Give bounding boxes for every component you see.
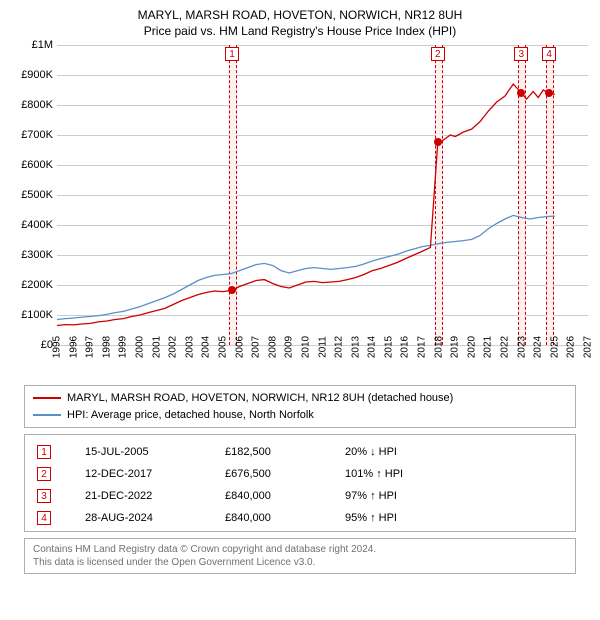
sale-date: 12-DEC-2017 — [61, 468, 215, 480]
legend-label-property: MARYL, MARSH ROAD, HOVETON, NORWICH, NR1… — [67, 390, 453, 407]
attribution: Contains HM Land Registry data © Crown c… — [24, 538, 576, 574]
sale-pct: 95% ↑ HPI — [345, 512, 455, 524]
sale-pct: 97% ↑ HPI — [345, 490, 455, 502]
sale-row: 1 15-JUL-2005 £182,500 20% ↓ HPI — [33, 441, 567, 463]
plot-area: 1 2 34 — [57, 45, 588, 345]
y-tick-label: £1M — [32, 39, 53, 51]
y-tick-label: £800K — [21, 99, 53, 111]
sales-table: 1 15-JUL-2005 £182,500 20% ↓ HPI 2 12-DEC-201… — [24, 434, 576, 532]
sale-row: 2 12-DEC-2017 £676,500 101% ↑ HPI — [33, 463, 567, 485]
y-tick-label: £700K — [21, 129, 53, 141]
sale-row: 4 28-AUG-2024 £840,000 95% ↑ HPI — [33, 507, 567, 529]
attribution-line2: This data is licensed under the Open Gov… — [33, 556, 567, 569]
chart-svg — [57, 45, 588, 345]
sale-price: £182,500 — [225, 446, 335, 458]
y-tick-label: £200K — [21, 279, 53, 291]
y-tick-label: £400K — [21, 219, 53, 231]
attribution-line1: Contains HM Land Registry data © Crown c… — [33, 543, 567, 556]
legend-label-hpi: HPI: Average price, detached house, Nort… — [67, 407, 314, 424]
sale-price: £840,000 — [225, 490, 335, 502]
marker-number: 3 — [514, 47, 528, 61]
sale-price: £840,000 — [225, 512, 335, 524]
sale-marker: 2 — [37, 467, 51, 481]
sale-row: 3 21-DEC-2022 £840,000 97% ↑ HPI — [33, 485, 567, 507]
sale-point — [228, 286, 236, 294]
sale-marker: 4 — [37, 511, 51, 525]
y-tick-label: £300K — [21, 249, 53, 261]
y-tick-label: £600K — [21, 159, 53, 171]
legend-row-hpi: HPI: Average price, detached house, Nort… — [33, 407, 567, 424]
marker-number: 2 — [431, 47, 445, 61]
y-tick-label: £100K — [21, 309, 53, 321]
y-axis: £0£100K£200K£300K£400K£500K£600K£700K£80… — [12, 45, 57, 375]
sale-marker: 3 — [37, 489, 51, 503]
line-property — [57, 84, 555, 326]
sale-date: 21-DEC-2022 — [61, 490, 215, 502]
legend-swatch-hpi — [33, 414, 61, 416]
sale-marker: 1 — [37, 445, 51, 459]
sale-date: 28-AUG-2024 — [61, 512, 215, 524]
legend-row-property: MARYL, MARSH ROAD, HOVETON, NORWICH, NR1… — [33, 390, 567, 407]
sale-pct: 20% ↓ HPI — [345, 446, 455, 458]
sale-price: £676,500 — [225, 468, 335, 480]
x-axis: 1995199619971998199920002001200220032004… — [57, 345, 588, 375]
marker-number: 1 — [225, 47, 239, 61]
y-tick-label: £900K — [21, 69, 53, 81]
sale-point — [517, 89, 525, 97]
page-title-line1: MARYL, MARSH ROAD, HOVETON, NORWICH, NR1… — [0, 8, 600, 24]
y-tick-label: £500K — [21, 189, 53, 201]
sale-date: 15-JUL-2005 — [61, 446, 215, 458]
sale-point — [434, 138, 442, 146]
legend-swatch-property — [33, 397, 61, 399]
chart: £0£100K£200K£300K£400K£500K£600K£700K£80… — [12, 45, 588, 375]
marker-number: 4 — [542, 47, 556, 61]
sale-point — [545, 89, 553, 97]
page-title-line2: Price paid vs. HM Land Registry's House … — [0, 24, 600, 40]
line-hpi — [57, 216, 555, 320]
sale-pct: 101% ↑ HPI — [345, 468, 455, 480]
legend: MARYL, MARSH ROAD, HOVETON, NORWICH, NR1… — [24, 385, 576, 428]
